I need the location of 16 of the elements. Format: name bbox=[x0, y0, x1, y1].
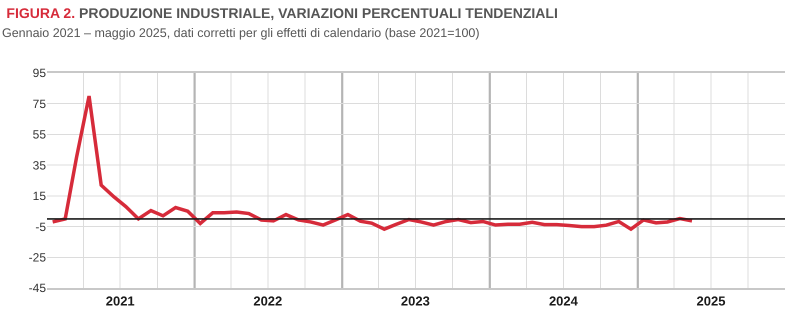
y-tick-label: -25 bbox=[28, 250, 46, 264]
x-tick-label: 2021 bbox=[106, 294, 135, 309]
y-tick-label: 55 bbox=[32, 128, 46, 142]
y-tick-label: -45 bbox=[28, 281, 46, 296]
y-tick-label: -5 bbox=[35, 220, 46, 234]
line-series bbox=[50, 94, 694, 231]
x-tick-label: 2022 bbox=[253, 294, 282, 309]
chart-subtitle: Gennaio 2021 – maggio 2025, dati corretti per gli effetti di calendario (base 2021=100) bbox=[2, 26, 480, 40]
y-tick-label: 15 bbox=[32, 189, 46, 204]
x-tick-label: 2025 bbox=[696, 294, 726, 309]
y-tick-label: 95 bbox=[32, 66, 46, 80]
x-tick-label: 2023 bbox=[400, 294, 430, 309]
y-tick-label: 35 bbox=[32, 158, 46, 172]
y-tick-label: 75 bbox=[32, 96, 46, 111]
x-tick-label: 2024 bbox=[548, 294, 579, 309]
chart-title: FIGURA 2. PRODUZIONE INDUSTRIALE, VARIAZIONI PERCENTUALI TENDENZIALI bbox=[6, 4, 558, 21]
